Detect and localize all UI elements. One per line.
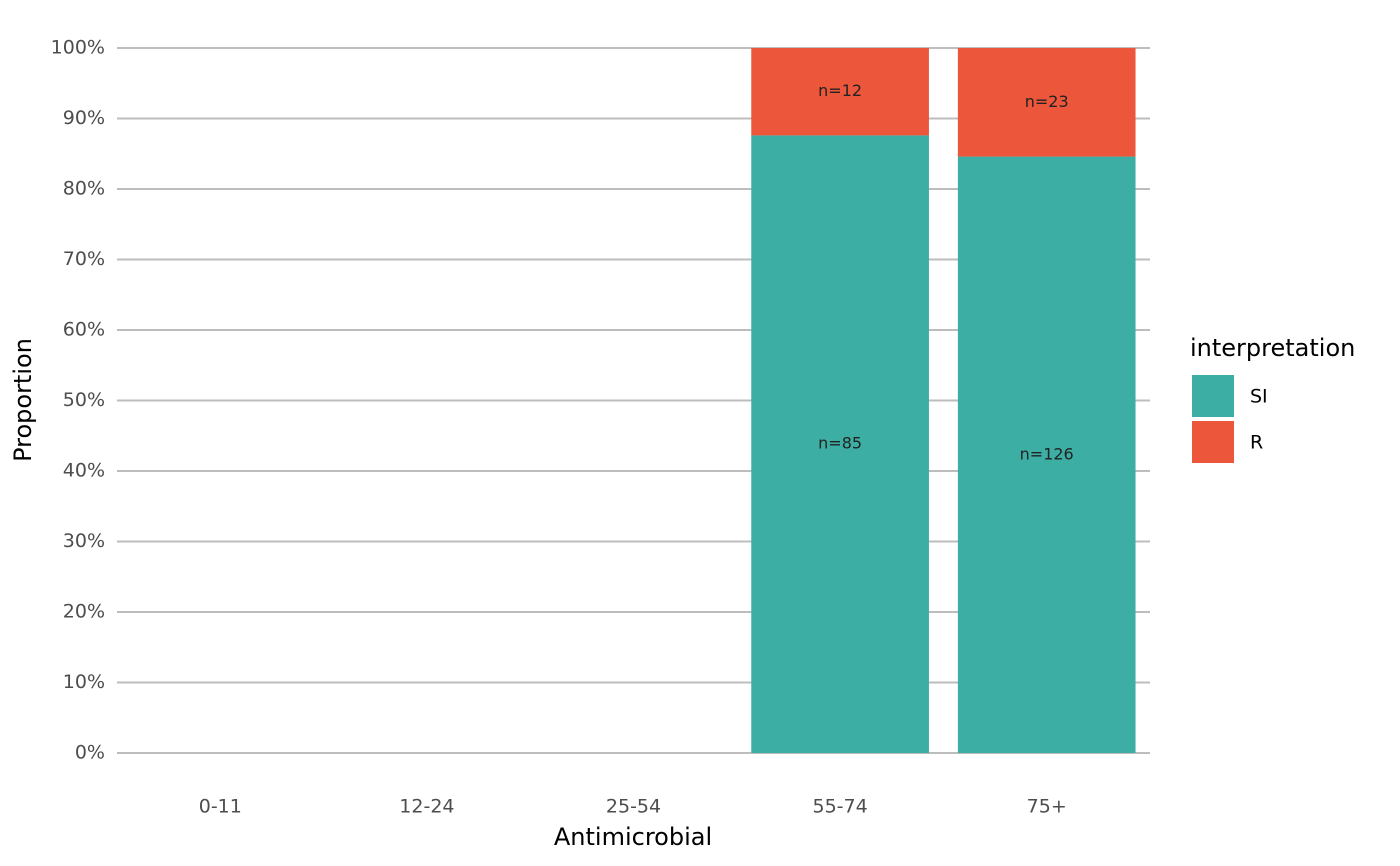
y-tick-label: 10% [63, 671, 105, 693]
y-axis-title: Proportion [9, 338, 37, 462]
y-tick-label: 100% [51, 37, 105, 59]
data-label: n=23 [1025, 92, 1069, 111]
x-tick-label: 25-54 [606, 796, 661, 818]
legend-swatch [1192, 421, 1234, 463]
y-tick-label: 70% [63, 248, 105, 270]
data-label: n=12 [818, 81, 862, 100]
legend-label: SI [1250, 386, 1268, 408]
y-tick-label: 40% [63, 460, 105, 482]
bar-segment [751, 135, 929, 754]
y-tick-label: 20% [63, 601, 105, 623]
data-label: n=126 [1020, 444, 1074, 463]
x-tick-label: 12-24 [399, 796, 454, 818]
y-tick-label: 60% [63, 319, 105, 341]
legend-label: R [1250, 432, 1263, 454]
legend-swatch [1192, 375, 1234, 417]
x-axis-title: Antimicrobial [554, 823, 712, 851]
y-tick-label: 90% [63, 107, 105, 129]
legend-title: interpretation [1190, 334, 1355, 362]
y-tick-label: 0% [75, 742, 105, 764]
x-tick-label: 0-11 [199, 796, 242, 818]
y-tick-label: 50% [63, 389, 105, 411]
bar-segment [957, 48, 1136, 157]
y-tick-label: 80% [63, 178, 105, 200]
data-label: n=85 [818, 434, 862, 453]
x-tick-label: 75+ [1027, 796, 1067, 818]
y-tick-label: 30% [63, 530, 105, 552]
x-tick-label: 55-74 [812, 796, 867, 818]
bar-segment [957, 156, 1136, 753]
bar-segment [751, 48, 929, 136]
